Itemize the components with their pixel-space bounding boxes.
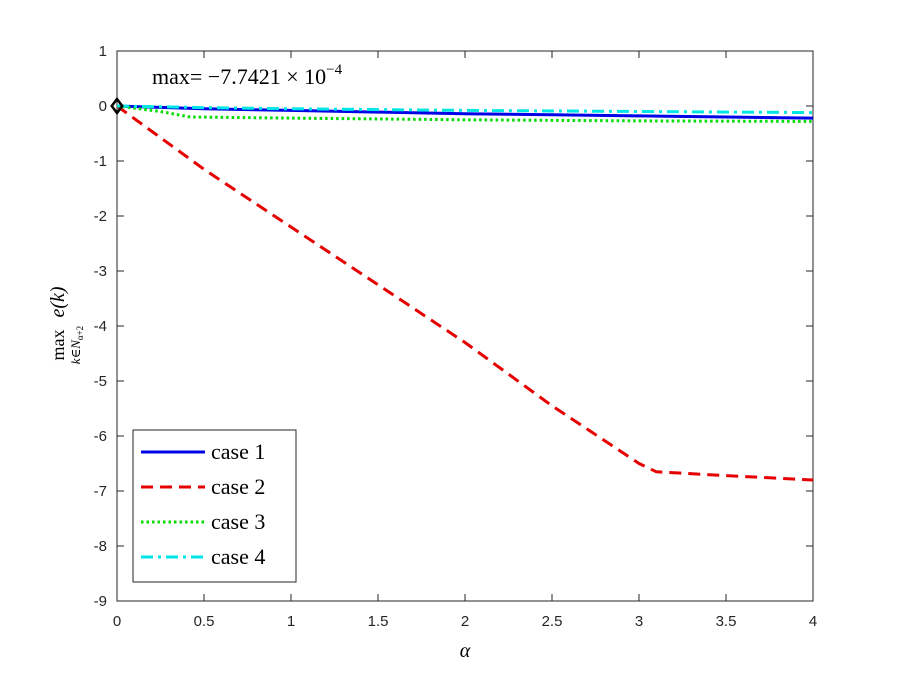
series-line-case-4 [116,104,814,115]
y-axis-label-sub: k∈Nα+2 [68,326,85,364]
legend: case 1 case 2 case 3 case 4 [132,429,297,583]
x-tick-label: 0.5 [194,613,215,630]
annotation: max= −7.7421 × 10−4 [152,62,343,89]
series-line-case-3 [116,104,814,123]
y-tick-label: -2 [94,208,107,225]
x-tick-label: 3 [635,613,643,630]
legend-label-case-4: case 4 [211,544,265,569]
y-tick-label: -8 [94,538,107,555]
y-tick-label: -3 [94,263,107,280]
y-tick-label: -7 [94,483,107,500]
y-tick-label: -1 [94,153,107,170]
x-axis-ticks: 0 0.5 1 1.5 2 2.5 3 3.5 4 [113,51,817,630]
legend-entries: case 1 case 2 case 3 case 4 [141,439,265,569]
annotation-exponent: −4 [326,62,342,78]
y-tick-label: -4 [94,318,107,335]
x-axis-label: α [460,640,471,662]
x-tick-label: 3.5 [716,613,737,630]
y-tick-label: -5 [94,373,107,390]
y-tick-label: 1 [99,43,107,60]
diamond-marker [110,96,124,116]
x-tick-label: 1 [287,613,295,630]
annotation-prefix: max= −7.7421 × 10 [152,64,326,89]
y-tick-label: -9 [94,593,107,610]
y-axis-label: max e(k) k∈Nα+2 [47,286,85,364]
y-tick-label: 0 [99,98,107,115]
y-axis-label-main: max [48,330,68,361]
legend-label-case-1: case 1 [211,439,265,464]
series-line-case-2 [116,104,814,482]
legend-label-case-2: case 2 [211,474,265,499]
y-axis-label-func: e(k) [47,286,69,317]
y-tick-label: -6 [94,428,107,445]
series-line-case-1 [116,104,814,120]
y-axis-ticks: 1 0 -1 -2 -3 -4 -5 -6 -7 -8 -9 [94,43,813,610]
x-tick-label: 2.5 [542,613,563,630]
series-lines [116,104,814,482]
legend-label-case-3: case 3 [211,509,265,534]
marker-layer [110,96,124,116]
x-tick-label: 4 [809,613,817,630]
x-tick-label: 1.5 [368,613,389,630]
x-tick-label: 2 [461,613,469,630]
x-tick-label: 0 [113,613,121,630]
